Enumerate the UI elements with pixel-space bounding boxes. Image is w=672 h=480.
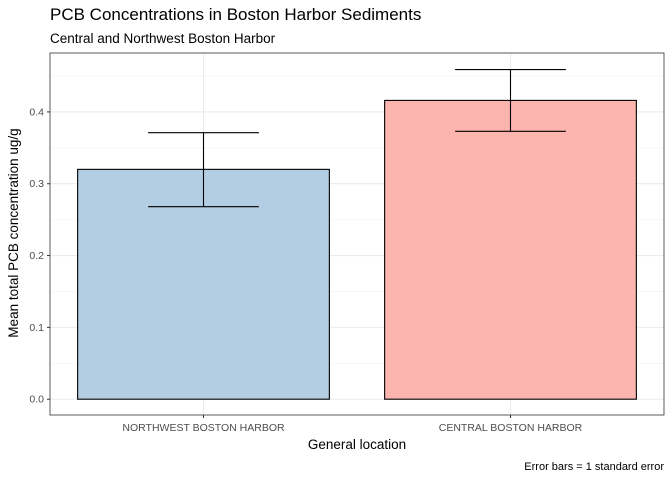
error-bar xyxy=(148,132,259,208)
y-tick-label: 0.3 xyxy=(29,178,44,190)
y-tick-label: 0.2 xyxy=(29,250,44,262)
x-axis-title: General location xyxy=(308,437,406,452)
chart-subtitle: Central and Northwest Boston Harbor xyxy=(50,31,276,46)
y-axis-title: Mean total PCB concentration ug/g xyxy=(6,128,21,337)
y-tick-label: 0.4 xyxy=(29,106,44,118)
panel-border xyxy=(49,52,665,416)
error-bar xyxy=(455,68,566,132)
bars-layer xyxy=(49,52,665,416)
y-axis: 0.0 0.1 0.2 0.3 0.4 xyxy=(29,106,50,406)
x-axis: NORTHWEST BOSTON HARBOR CENTRAL BOSTON HA… xyxy=(122,415,583,434)
chart-title: PCB Concentrations in Boston Harbor Sedi… xyxy=(50,5,421,24)
bar-northwest xyxy=(77,168,330,400)
y-tick-label: 0.0 xyxy=(29,394,44,406)
bar-central xyxy=(384,99,637,400)
y-tick-label: 0.1 xyxy=(29,322,44,334)
error-bars-layer xyxy=(148,68,566,208)
x-tick-label: NORTHWEST BOSTON HARBOR xyxy=(122,422,285,434)
chart-caption: Error bars = 1 standard error xyxy=(524,461,664,473)
x-tick-label: CENTRAL BOSTON HARBOR xyxy=(439,422,583,434)
